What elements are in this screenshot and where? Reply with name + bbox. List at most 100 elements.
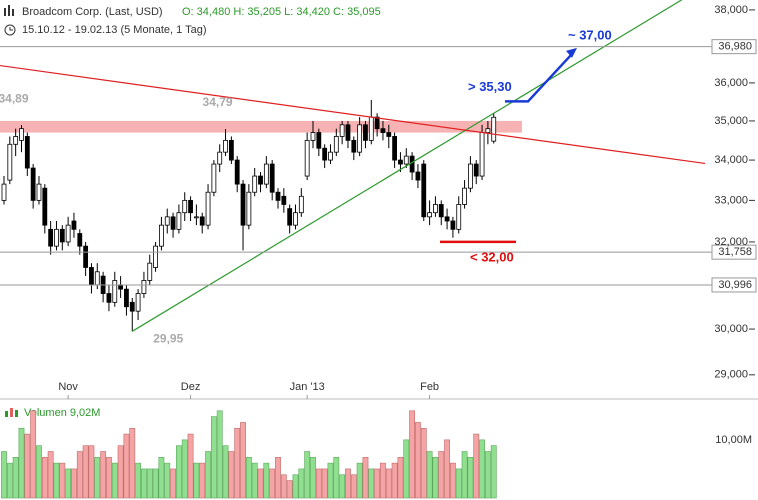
volume-bar (117, 445, 124, 499)
volume-bar (345, 468, 351, 499)
candle-body (1, 183, 7, 201)
y-tick-label: 38,000 (714, 4, 748, 16)
candle-body (112, 280, 118, 303)
volume-bar (205, 451, 211, 499)
volume-bar (397, 457, 404, 499)
y-tick-label: 36,000 (714, 77, 748, 89)
volume-bar (240, 422, 246, 499)
volume-bar (234, 427, 241, 499)
volume-bar (403, 439, 410, 499)
volume-bar (88, 445, 95, 499)
candle-body (380, 128, 386, 133)
level-label: 31,758 (718, 246, 752, 258)
quote: O: 34,480 H: 35,205 L: 34,420 C: 35,095 (182, 6, 381, 18)
x-tick-label: Feb (420, 381, 439, 393)
candle-body (269, 163, 275, 193)
candle-body (71, 220, 77, 230)
candle-body (234, 159, 240, 185)
candle-body (479, 132, 485, 177)
volume-bar (1, 451, 7, 499)
price-pane (0, 0, 683, 332)
candle-body (339, 124, 345, 137)
volume-bar (263, 462, 270, 499)
volume-bar (216, 410, 223, 499)
candle-body (298, 195, 304, 214)
candle-body (176, 212, 182, 230)
arrow-head (566, 47, 577, 58)
level-label: 30,996 (718, 279, 752, 291)
candle-body (129, 301, 135, 312)
candle-body (316, 132, 322, 149)
clock-hands (9, 27, 13, 31)
candle-body (485, 128, 491, 133)
volume-bar (141, 468, 147, 499)
volume-bar (158, 457, 165, 499)
volume-bar (304, 451, 311, 499)
candle-body (240, 183, 246, 226)
candle-body (252, 175, 258, 193)
volume-bar (129, 427, 136, 499)
volume-bar (275, 457, 281, 499)
volume-bar (426, 451, 433, 499)
volume-bar (484, 451, 491, 499)
candle-body (124, 288, 129, 308)
level-box (711, 39, 757, 55)
volume-bar (438, 451, 445, 499)
candle-body (263, 163, 269, 185)
candle-body (392, 136, 398, 161)
volume-bar (251, 462, 258, 499)
volume-bar (385, 468, 392, 499)
y-tick-label: 34,000 (714, 154, 748, 166)
candle-body (83, 245, 89, 268)
candle-body (77, 233, 83, 247)
candle-body (199, 216, 205, 226)
candle-body (421, 163, 427, 218)
volume-bar (164, 462, 171, 499)
volume-bar (269, 468, 276, 499)
target-label: > 35,30 (468, 79, 512, 94)
candle-body (258, 175, 263, 185)
candle-body (153, 245, 158, 268)
volume-bar (245, 457, 252, 499)
candle-body (7, 143, 13, 181)
volume-bar (362, 457, 369, 499)
candle-body (54, 228, 59, 247)
volume-bar (111, 462, 118, 499)
candle-body (164, 216, 170, 226)
candle-body (403, 155, 409, 165)
volume-bar (420, 427, 427, 499)
volume-bar (210, 416, 217, 499)
volume-bar (315, 468, 322, 499)
chart-title: Broadcom Corp. (Last, USD) (22, 6, 163, 18)
volume-bar (36, 445, 42, 499)
candle-body (444, 216, 450, 222)
candle-body (228, 139, 234, 161)
volume-bar (467, 457, 474, 499)
candle-body (170, 216, 176, 230)
candle-body (409, 155, 415, 173)
candle-body (89, 267, 94, 286)
volume-bar (18, 427, 25, 499)
candle-body (456, 204, 462, 230)
volume-bar (374, 468, 381, 499)
volume-bar (24, 433, 31, 499)
volume-bar (356, 462, 363, 499)
annotation: 29,95 (153, 331, 183, 345)
volume-bar (380, 462, 386, 499)
candle-body (363, 124, 368, 141)
candle-body (427, 212, 432, 218)
volume-bar (415, 422, 421, 499)
candle-body (438, 204, 444, 218)
candle-body (415, 171, 421, 181)
volume-bar (59, 462, 66, 499)
volume-bar (176, 445, 182, 499)
volume-bar (339, 474, 346, 499)
candle-body (65, 224, 71, 243)
candle-body (275, 191, 281, 201)
y-tick-label: 33,000 (714, 194, 748, 206)
volume-bar (123, 433, 130, 499)
candle-body (328, 151, 333, 161)
candle-body (433, 204, 438, 214)
volume-bar (152, 468, 159, 499)
trendline (131, 0, 683, 332)
